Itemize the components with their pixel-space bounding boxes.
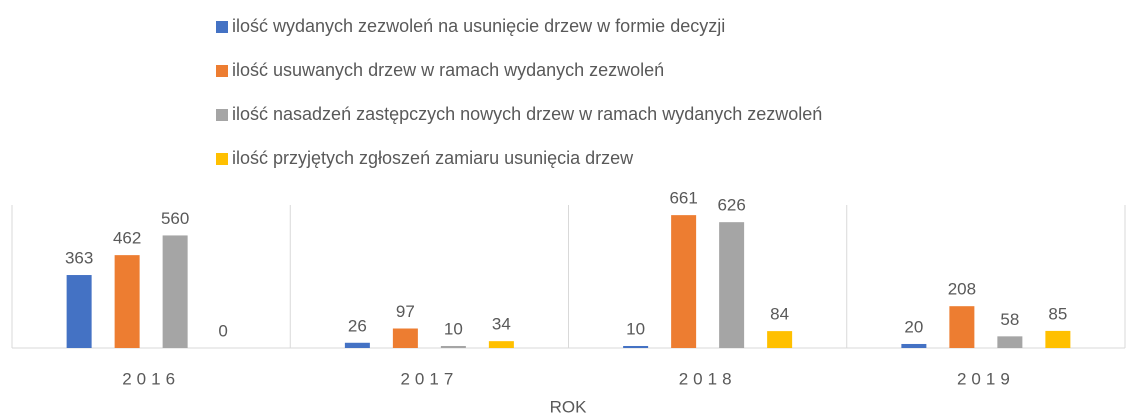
data-label: 0 [218,321,227,340]
bar [392,328,418,348]
x-axis-label: ROK [550,397,588,416]
legend-label: ilość przyjętych zgłoszeń zamiaru usunię… [232,148,634,168]
data-label: 10 [626,319,645,338]
data-label: 560 [161,209,189,228]
data-label: 363 [65,249,93,268]
legend-swatch [216,65,228,77]
bar [66,275,92,348]
legend-label: ilość nasadzeń zastępczych nowych drzew … [232,104,822,124]
data-label: 10 [444,319,463,338]
legend-swatch [216,109,228,121]
data-label: 20 [904,317,923,336]
bar [901,343,927,348]
x-tick-label: 2016 [122,369,180,388]
data-label: 34 [492,315,511,334]
bar [671,215,697,348]
bar [440,345,466,348]
data-label: 626 [717,196,745,215]
bar [949,306,975,348]
legend-swatch [216,21,228,33]
bar [1045,330,1071,348]
data-label: 84 [770,305,789,324]
bar [344,342,370,348]
legend-swatch [216,153,228,165]
bar [767,331,793,348]
data-label: 208 [948,280,976,299]
data-label: 58 [1000,310,1019,329]
data-label: 462 [113,229,141,248]
data-label: 661 [669,189,697,208]
x-tick-label: 2019 [957,369,1015,388]
bar [997,336,1023,348]
data-label: 97 [396,302,415,321]
data-label: 85 [1048,304,1067,323]
legend-label: ilość wydanych zezwoleń na usunięcie drz… [232,16,725,36]
bar [162,235,188,348]
bar [114,255,140,348]
bar [719,222,745,348]
bar [623,345,649,348]
x-tick-label: 2018 [679,369,737,388]
data-label: 26 [348,316,367,335]
x-tick-label: 2017 [400,369,458,388]
bar [488,341,514,348]
legend-label: ilość usuwanych drzew w ramach wydanych … [232,60,664,80]
